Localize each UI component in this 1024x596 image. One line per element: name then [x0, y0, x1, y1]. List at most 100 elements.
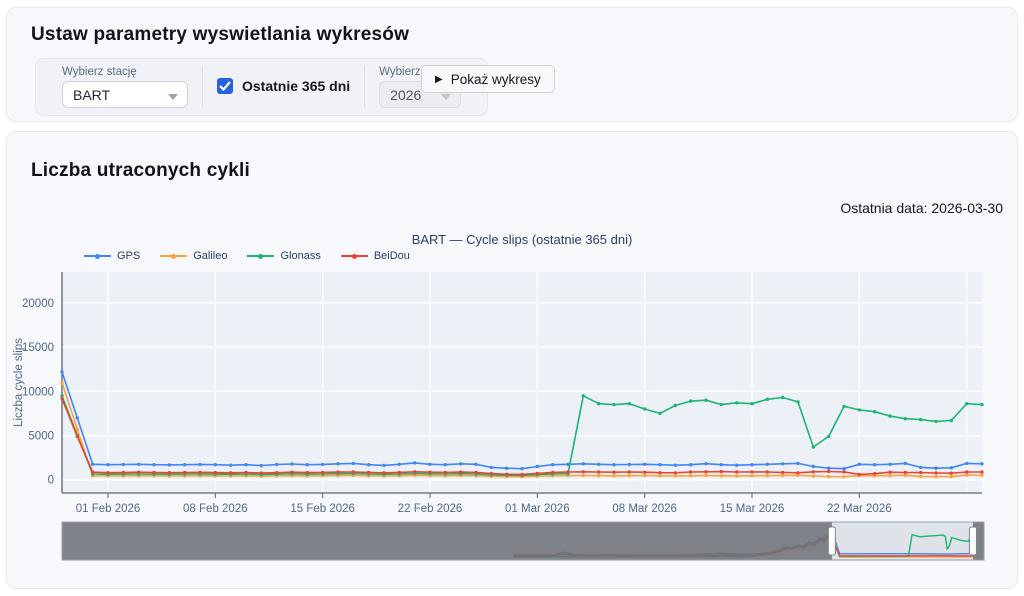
series-point-gps [796, 461, 800, 466]
series-point-gps [811, 464, 815, 469]
series-point-galileo [673, 474, 677, 478]
series-point-gps [919, 465, 923, 470]
legend-item-beidou[interactable]: BeiDou [340, 250, 410, 262]
rangeslider-mask-right [972, 522, 984, 560]
series-point-galileo [689, 474, 693, 478]
rangeslider-handle-right[interactable] [968, 526, 977, 556]
chart-legend: GPS Galileo Glonass BeiDou [84, 250, 410, 262]
series-point-glonass [60, 394, 64, 398]
show-charts-button[interactable]: ▶ Pokaż wykresy [421, 65, 555, 93]
series-point-glonass [597, 402, 601, 406]
series-point-gps [505, 466, 509, 470]
series-point-galileo [597, 474, 601, 478]
series-point-gps [60, 370, 64, 374]
series-point-gps [965, 461, 969, 466]
series-point-beidou [919, 470, 923, 475]
series-point-gps [903, 461, 907, 466]
chevron-down-icon [168, 94, 178, 100]
chart-title: BART — Cycle slips (ostatnie 365 dni) [412, 232, 633, 247]
series-point-galileo [643, 473, 647, 478]
series-point-gps [673, 463, 677, 467]
series-point-galileo [796, 473, 800, 477]
series-point-glonass [949, 418, 953, 423]
series-point-gps [91, 462, 95, 466]
series-point-beidou [750, 470, 754, 474]
series-point-gps [428, 462, 432, 466]
series-point-beidou [121, 470, 126, 475]
series-point-gps [980, 462, 984, 466]
series-point-beidou [903, 470, 907, 475]
series-point-gps [336, 462, 340, 466]
series-point-galileo [842, 475, 846, 479]
series-point-gps [842, 467, 846, 471]
legend-item-glonass[interactable]: Glonass [247, 250, 321, 262]
series-point-beidou [305, 470, 309, 475]
legend-item-galileo[interactable]: Galileo [160, 250, 227, 262]
series-point-gps [581, 462, 585, 466]
series-point-beidou [275, 471, 279, 475]
y-tick-label: 10000 [22, 386, 54, 398]
station-select-value: BART [73, 86, 111, 103]
plot-area [62, 272, 982, 493]
y-tick-label: 5000 [28, 431, 54, 443]
last-365-checkbox[interactable] [217, 78, 233, 94]
series-point-beidou [535, 471, 539, 476]
series-point-beidou [873, 472, 877, 476]
series-point-glonass [811, 445, 815, 449]
chart-panel-title: Liczba utraconych cykli [31, 160, 250, 181]
series-point-glonass [689, 399, 693, 403]
series-point-gps [459, 462, 463, 466]
series-point-beidou [811, 470, 815, 474]
series-point-beidou [60, 396, 64, 401]
series-point-gps [121, 462, 126, 467]
series-point-galileo [612, 474, 616, 478]
series-point-gps [873, 463, 877, 467]
series-point-beidou [842, 470, 846, 474]
series-point-glonass [719, 402, 723, 407]
legend-item-gps[interactable]: GPS [84, 250, 140, 262]
series-point-beidou [566, 470, 570, 474]
series-point-gps [719, 463, 723, 467]
series-point-gps [520, 467, 524, 471]
y-axis-title: Liczba cycle slips [13, 338, 25, 427]
series-point-beidou [152, 470, 156, 475]
series-point-gps [765, 462, 769, 466]
series-point-gps [213, 463, 217, 467]
series-point-beidou [474, 470, 478, 475]
station-select[interactable]: BART [62, 81, 188, 108]
divider [364, 66, 366, 108]
series-point-glonass [873, 410, 877, 414]
legend-marker-icon [160, 252, 188, 260]
series-point-gps [643, 462, 647, 466]
x-tick-label: 08 Feb 2026 [183, 503, 248, 515]
series-point-beidou [704, 470, 708, 474]
series-point-galileo [75, 427, 80, 432]
series-point-beidou [781, 470, 785, 475]
series-point-galileo [704, 473, 708, 478]
series-point-glonass [581, 394, 585, 398]
series-point-glonass [842, 404, 846, 409]
series-point-beidou [167, 471, 171, 475]
y-tick-label: 0 [48, 475, 54, 487]
series-point-gps [413, 461, 417, 465]
series-point-gps [382, 463, 386, 468]
rangeslider-handle-left[interactable] [827, 526, 836, 556]
series-point-galileo [965, 473, 969, 477]
series-point-galileo [627, 474, 631, 478]
series-point-beidou [321, 470, 325, 475]
series-point-gps [152, 463, 156, 467]
series-point-beidou [198, 470, 202, 474]
series-point-beidou [719, 469, 723, 474]
series-point-gps [244, 463, 248, 467]
series-point-gps [167, 463, 171, 467]
series-point-glonass [857, 408, 861, 412]
last-365-label: Ostatnie 365 dni [242, 78, 351, 94]
series-point-beidou [949, 471, 953, 475]
series-point-galileo [750, 474, 754, 478]
series-point-gps [321, 462, 325, 467]
series-point-beidou [413, 470, 417, 474]
series-point-gps [137, 462, 141, 466]
series-point-glonass [934, 419, 938, 424]
series-point-galileo [658, 474, 662, 478]
